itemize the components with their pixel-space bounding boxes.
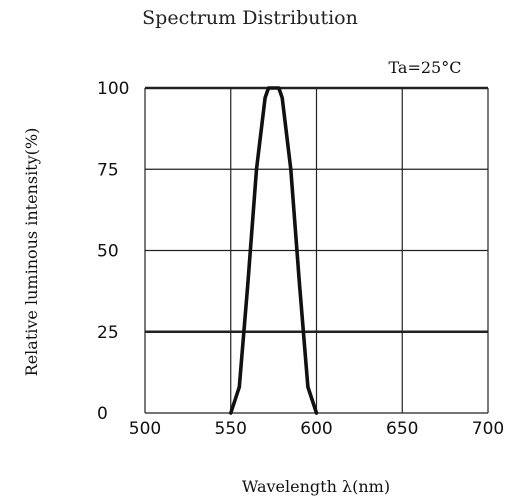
x-tick-label: 700 [472, 419, 504, 439]
y-tick-label: 50 [97, 242, 119, 262]
x-tick-label: 650 [386, 419, 418, 439]
x-axis-label: Wavelength λ(nm) [242, 477, 390, 496]
series-line-0 [229, 86, 319, 415]
x-tick-label: 550 [215, 419, 247, 439]
y-tick-label: 75 [97, 160, 119, 180]
grid [144, 86, 489, 414]
y-tick-label: 25 [97, 323, 119, 343]
tick-labels: 500 550 600 650 700 100 75 50 25 0 [97, 79, 504, 439]
y-axis-label: Relative luminous intensity(%) [22, 128, 41, 377]
y-tick-label: 100 [97, 79, 129, 99]
temperature-annotation: Ta=25°C [389, 58, 462, 77]
y-tick-label: 0 [97, 404, 108, 424]
x-tick-label: 600 [300, 419, 332, 439]
chart-title: Spectrum Distribution [142, 7, 358, 29]
x-tick-label: 500 [129, 419, 161, 439]
series [229, 86, 319, 415]
